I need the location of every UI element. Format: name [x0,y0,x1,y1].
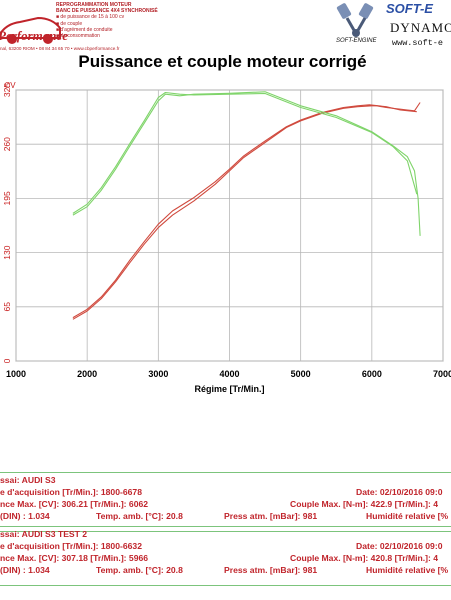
services-list: REPROGRAMMATION MOTEUR BANC DE PUISSANCE… [56,2,158,39]
service-item: ■ de consommation [56,33,100,40]
brand-header-left: Performance REPROGRAMMATION MOTEUR BANC … [0,0,235,55]
ambient-temp: Temp. amb. [°C]: 20.8 [96,565,183,575]
power-curve-run-2 [72,104,417,319]
dynamo-label: DYNAMO [390,20,451,35]
brand-header-right: SOFT-E DYNAMO SOFT-ENGINE www.soft-e [331,0,451,55]
run-name: ssai: AUDI S3 [0,475,56,485]
x-axis-label: Régime [Tr/Min.] [194,384,264,394]
power-torque-chart: 0 65 130 195 260 325 1000 2000 3000 4000 5000 6000… [2,81,451,394]
y-axis-ticks: 0 65 130 195 260 325 [2,83,12,364]
chart-grid [15,89,444,362]
max-torque: Couple Max. [N-m]: 420.8 [Tr/Min.]: 4 [290,553,439,563]
y-tick-label: 0 [2,358,12,363]
address: nal, 63200 RIOM • 08 84 34 65 70 • www.c… [0,46,120,51]
torque-curve-run-2 [72,91,418,214]
relative-humidity: Humidité relative [% [366,511,449,521]
acquisition-range: e d'acquisition [Tr/Min.]: 1800-6678 [0,487,142,497]
x-axis-ticks: 1000 2000 3000 4000 5000 6000 7000 [6,369,451,379]
run-name: ssai: AUDI S3 TEST 2 [0,529,88,539]
x-tick-label: 5000 [291,369,311,379]
service-item: ■ d'agrément de conduite [56,26,113,33]
y-tick-label: 260 [2,137,12,151]
service-item: ■ de puissance de 15 à 100 cv [56,14,125,21]
max-power: nce Max. [CV]: 307.18 [Tr/Min.]: 5966 [0,553,149,563]
y-tick-label: 325 [2,83,12,97]
service-item: ■ de couple [56,20,83,27]
max-power: nce Max. [CV]: 306.21 [Tr/Min.]: 6062 [0,499,149,509]
services-header-2: BANC DE PUISSANCE 4X4 SYNCHRONISÉ [56,8,158,15]
run-info-panel: ssai: AUDI S3 TEST 2 e d'acquisition [Tr… [0,526,451,586]
x-tick-label: 4000 [219,369,239,379]
din-factor: (DIN) : 1.034 [0,511,50,521]
engine-pistons-icon [336,3,374,37]
run-date: Date: 02/10/2016 09:0 [356,541,443,551]
y-tick-label: 130 [2,245,12,259]
power-curve-run-1 [72,102,421,320]
logo-text: Performance [0,28,69,43]
torque-curve-run-1 [72,91,421,236]
y-tick-label: 65 [2,302,12,312]
chart-title: Puissance et couple moteur corrigé [78,52,367,71]
x-tick-label: 2000 [77,369,97,379]
x-tick-label: 6000 [362,369,382,379]
website-link: www.soft-e [392,38,444,48]
atm-pressure: Press atm. [mBar]: 981 [224,511,318,521]
x-tick-label: 1000 [6,369,26,379]
ambient-temp: Temp. amb. [°C]: 20.8 [96,511,183,521]
soft-brand: SOFT-E [386,1,433,16]
relative-humidity: Humidité relative [% [366,565,449,575]
atm-pressure: Press atm. [mBar]: 981 [224,565,318,575]
run-info-panel: ssai: AUDI S3 e d'acquisition [Tr/Min.]:… [0,472,451,532]
x-tick-label: 7000 [433,369,451,379]
run-date: Date: 02/10/2016 09:0 [356,487,443,497]
din-factor: (DIN) : 1.034 [0,565,50,575]
y-axis-label: CV [4,81,16,90]
soft-engine-label: SOFT-ENGINE [336,38,377,44]
car-logo-icon [0,16,61,44]
services-header-1: REPROGRAMMATION MOTEUR [56,2,132,8]
max-torque: Couple Max. [N-m]: 422.9 [Tr/Min.]: 4 [290,499,439,509]
acquisition-range: e d'acquisition [Tr/Min.]: 1800-6632 [0,541,142,551]
x-tick-label: 3000 [148,369,168,379]
y-tick-label: 195 [2,191,12,205]
chart-series [72,91,421,320]
